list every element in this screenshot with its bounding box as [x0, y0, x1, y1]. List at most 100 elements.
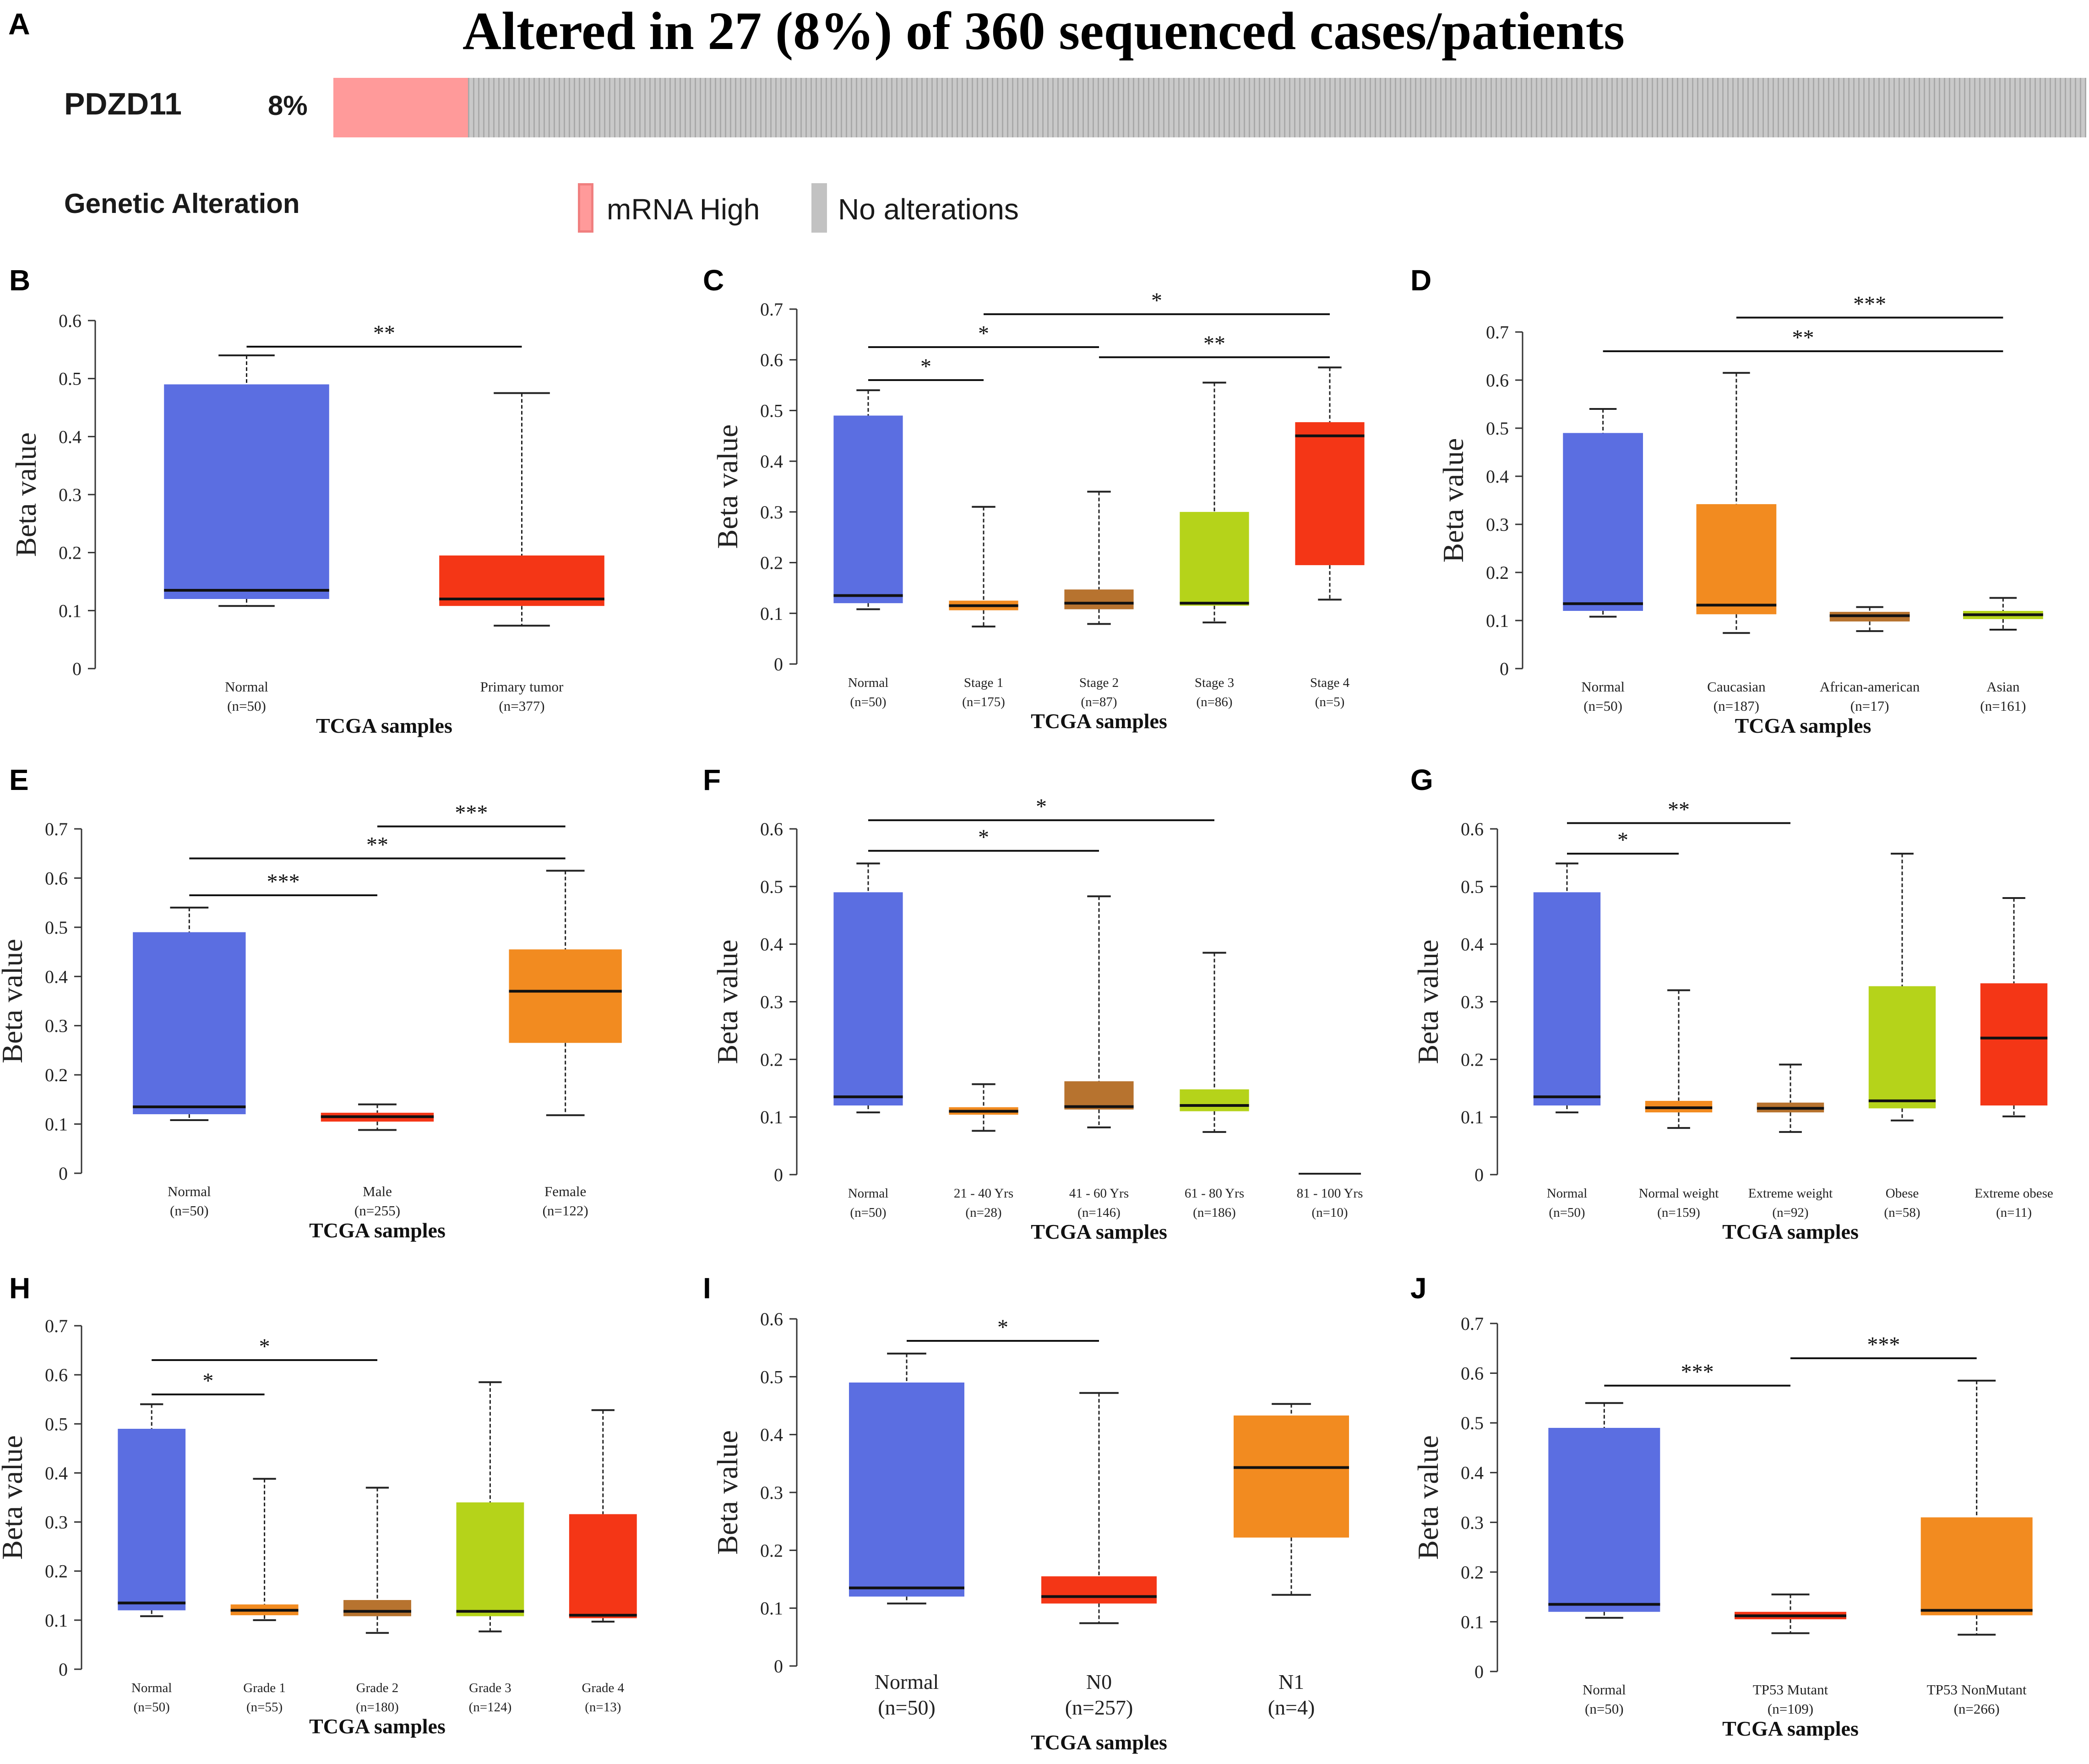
- panel-letter-g: G: [1410, 763, 1433, 796]
- significance-label: *: [978, 825, 989, 849]
- box-61-80-yrs: [1180, 952, 1249, 1133]
- panel-d: D 0 0.1 0.2 0.3 0.4 0.5 0.6 0.7 Beta value Normal (…: [1410, 264, 2043, 737]
- x-category-count: (n=50): [227, 698, 266, 714]
- mrna-high-swatch: [578, 183, 593, 233]
- y-tick-label: 0.4: [1461, 1463, 1484, 1483]
- significance-label: *: [920, 354, 931, 379]
- x-category-count: (n=11): [1996, 1205, 2032, 1220]
- iqr-box: [1041, 1576, 1157, 1604]
- x-category-count: (n=255): [354, 1203, 400, 1219]
- x-category-count: (n=55): [246, 1700, 283, 1715]
- box-caucasian: [1696, 372, 1777, 634]
- y-tick-label: 0: [774, 1165, 783, 1185]
- x-category-count: (n=175): [962, 695, 1005, 709]
- iqr-box: [833, 892, 903, 1105]
- x-category-count: (n=266): [1954, 1701, 2000, 1717]
- x-category-label: Stage 4: [1310, 675, 1350, 690]
- panel-letter-f: F: [703, 763, 721, 796]
- box-normal: [164, 354, 329, 607]
- x-category-count: (n=50): [170, 1203, 209, 1219]
- x-axis-title: TCGA samples: [1722, 1220, 1859, 1243]
- x-category-count: (n=186): [1193, 1205, 1236, 1220]
- panel-i: I 0 0.1 0.2 0.3 0.4 0.5 0.6 Beta value Normal (n=5…: [703, 1272, 1349, 1754]
- y-tick-label: 0.1: [1461, 1612, 1484, 1632]
- y-tick-label: 0: [59, 1163, 68, 1184]
- x-category-label: Normal: [848, 1186, 889, 1201]
- panel-h: H 0 0.1 0.2 0.3 0.4 0.5 0.6 0.7 Beta value Normal (…: [0, 1272, 637, 1738]
- iqr-box: [569, 1514, 637, 1618]
- significance-label: **: [366, 833, 388, 857]
- x-category-label: N0: [1086, 1670, 1112, 1693]
- x-category-label: 61 - 80 Yrs: [1185, 1186, 1244, 1201]
- x-category-count: (n=50): [850, 695, 886, 709]
- significance-label: *: [1617, 828, 1628, 852]
- y-tick-label: 0: [59, 1659, 68, 1680]
- significance-label: **: [1792, 326, 1814, 350]
- iqr-box: [833, 415, 903, 604]
- y-axis-title: Beta value: [0, 1435, 28, 1560]
- x-category-label: Grade 1: [243, 1681, 286, 1695]
- no-alterations-swatch: [811, 183, 827, 233]
- significance-label: *: [202, 1369, 213, 1393]
- x-category-count: (n=146): [1077, 1205, 1121, 1220]
- y-tick-label: 0.5: [45, 917, 68, 938]
- x-category-label: Normal: [1583, 1682, 1626, 1698]
- y-tick-label: 0.5: [760, 400, 783, 421]
- x-category-label: Grade 3: [469, 1681, 511, 1695]
- box-stage-1: [949, 506, 1018, 628]
- x-category-count: (n=122): [543, 1203, 588, 1219]
- x-category-label: Male: [363, 1183, 392, 1199]
- y-tick-label: 0.6: [45, 1365, 68, 1385]
- y-tick-label: 0.2: [1461, 1562, 1484, 1583]
- box-stage-2: [1064, 490, 1134, 625]
- panel-g: G 0 0.1 0.2 0.3 0.4 0.5 0.6 Beta value Normal (n=5…: [1410, 763, 2053, 1243]
- significance-label: *: [259, 1334, 270, 1359]
- box-grade-3: [456, 1381, 524, 1633]
- x-category-count: (n=5): [1315, 695, 1345, 709]
- x-category-label: Primary tumor: [480, 679, 564, 695]
- x-category-count: (n=109): [1768, 1701, 1813, 1717]
- box-normal: [833, 862, 903, 1114]
- panel-letter-c: C: [703, 264, 724, 297]
- x-category-label: Grade 2: [356, 1681, 399, 1695]
- x-axis-title: TCGA samples: [309, 1219, 446, 1242]
- box-african-american: [1829, 606, 1910, 632]
- x-axis-title: TCGA samples: [1031, 1731, 1167, 1754]
- x-category-count: (n=10): [1311, 1205, 1348, 1220]
- iqr-box: [1868, 986, 1936, 1109]
- y-tick-label: 0.4: [760, 934, 783, 955]
- x-category-label: TP53 Mutant: [1753, 1682, 1828, 1698]
- y-tick-label: 0: [774, 1656, 783, 1677]
- y-tick-label: 0.4: [45, 1463, 68, 1483]
- y-tick-label: 0.4: [1461, 934, 1484, 955]
- y-axis-title: Beta value: [10, 432, 42, 557]
- y-tick-label: 0.2: [760, 553, 783, 573]
- iqr-box: [1980, 983, 2048, 1105]
- y-tick-label: 0.3: [760, 1482, 783, 1503]
- y-tick-label: 0.1: [760, 603, 783, 624]
- box-grade-4: [569, 1409, 637, 1623]
- y-tick-label: 0.3: [760, 992, 783, 1013]
- x-category-count: (n=257): [1065, 1696, 1133, 1719]
- iqr-box: [1064, 1081, 1134, 1110]
- y-tick-label: 0.5: [45, 1414, 68, 1434]
- y-tick-label: 0.1: [45, 1114, 68, 1135]
- x-category-label: Normal: [131, 1681, 172, 1695]
- iqr-box: [343, 1600, 411, 1617]
- x-category-count: (n=86): [1196, 695, 1232, 709]
- y-axis-title: Beta value: [1412, 940, 1444, 1064]
- x-category-count: (n=377): [499, 698, 544, 714]
- y-tick-label: 0.4: [59, 426, 82, 447]
- significance-label: **: [373, 321, 395, 345]
- iqr-box: [509, 949, 622, 1043]
- significance-label: ***: [1853, 292, 1886, 316]
- box-grade-2: [343, 1486, 411, 1634]
- x-category-label: Extreme obese: [1975, 1186, 2053, 1201]
- y-axis-title: Beta value: [711, 1430, 744, 1555]
- y-tick-label: 0.3: [1486, 514, 1509, 535]
- y-tick-label: 0.1: [1461, 1107, 1484, 1127]
- y-tick-label: 0.2: [1486, 562, 1509, 583]
- x-category-label: 81 - 100 Yrs: [1297, 1186, 1363, 1201]
- y-tick-label: 0.4: [1486, 466, 1509, 487]
